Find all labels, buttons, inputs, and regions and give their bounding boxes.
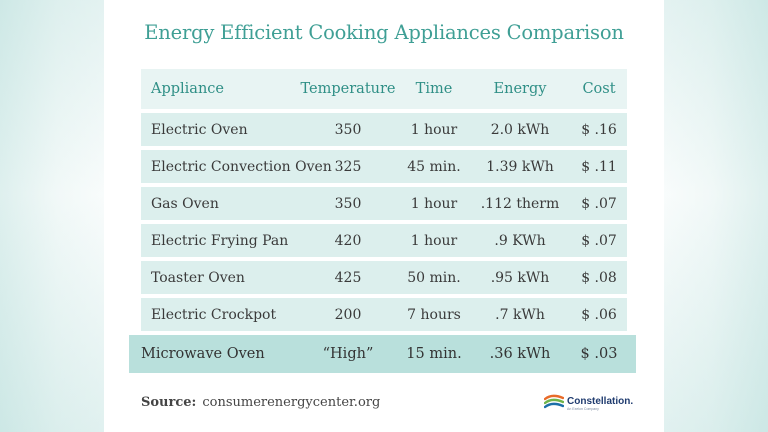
table-row: Electric Crockpot 200 7 hours .7 kWh $ .… (141, 298, 627, 331)
left-background-panel (0, 0, 104, 432)
table-row-highlighted: Microwave Oven “High” 15 min. .36 kWh $ … (129, 335, 636, 373)
cell-energy: .36 kWh (489, 346, 551, 362)
cell-time: 7 hours (407, 306, 461, 323)
cell-cost: $ .11 (581, 158, 617, 175)
cell-appliance: Electric Convection Oven (151, 158, 332, 175)
table-row: Toaster Oven 425 50 min. .95 kWh $ .08 (141, 261, 627, 294)
cell-cost: $ .08 (581, 269, 617, 286)
cell-appliance: Gas Oven (151, 195, 219, 212)
logo-wordmark: Constellation. (567, 396, 634, 407)
cell-energy: .95 kWh (490, 269, 550, 286)
cell-temperature: 350 (334, 195, 362, 212)
cell-temperature: 420 (334, 232, 362, 249)
table-row: Gas Oven 350 1 hour .112 therm $ .07 (141, 187, 627, 220)
cell-temperature: 200 (334, 306, 362, 323)
source-text: consumerenergycenter.org (202, 395, 381, 410)
cell-temperature: “High” (322, 346, 374, 362)
cell-time: 15 min. (406, 346, 462, 362)
table-header-row: Appliance Temperature Time Energy Cost (141, 69, 627, 109)
cell-appliance: Electric Frying Pan (151, 232, 289, 249)
cell-appliance: Electric Oven (151, 121, 248, 138)
cell-cost: $ .07 (581, 232, 617, 249)
cell-appliance: Electric Crockpot (151, 306, 277, 323)
cell-energy: 2.0 kWh (490, 121, 550, 138)
cell-energy: .7 kWh (495, 306, 545, 323)
cell-appliance: Toaster Oven (151, 269, 245, 286)
cell-appliance: Microwave Oven (141, 346, 265, 362)
cell-cost: $ .07 (581, 195, 617, 212)
header-temperature: Temperature (300, 81, 396, 97)
cell-energy: .9 KWh (494, 232, 546, 249)
cell-cost: $ .16 (581, 121, 617, 138)
source-citation: Source: consumerenergycenter.org (141, 395, 380, 410)
header-time: Time (415, 81, 453, 97)
cell-energy: .112 therm (480, 195, 560, 212)
infographic-card: Energy Efficient Cooking Appliances Comp… (104, 0, 664, 432)
cell-cost: $ .03 (580, 346, 618, 362)
table-row: Electric Oven 350 1 hour 2.0 kWh $ .16 (141, 113, 627, 146)
header-cost: Cost (582, 81, 616, 97)
cell-time: 1 hour (410, 121, 458, 138)
cell-cost: $ .06 (581, 306, 617, 323)
source-label: Source: (141, 395, 197, 410)
cell-time: 50 min. (407, 269, 461, 286)
cell-temperature: 425 (334, 269, 362, 286)
cell-energy: 1.39 kWh (486, 158, 554, 175)
constellation-logo: Constellation. An Exelon Company (544, 390, 644, 414)
header-appliance: Appliance (151, 81, 224, 97)
constellation-logo-icon (544, 394, 564, 409)
page-title: Energy Efficient Cooking Appliances Comp… (144, 21, 624, 44)
comparison-table: Appliance Temperature Time Energy Cost E… (141, 69, 627, 335)
cell-time: 45 min. (407, 158, 461, 175)
logo-tagline: An Exelon Company (567, 407, 599, 411)
cell-time: 1 hour (410, 232, 458, 249)
cell-time: 1 hour (410, 195, 458, 212)
table-row: Electric Frying Pan 420 1 hour .9 KWh $ … (141, 224, 627, 257)
cell-temperature: 325 (334, 158, 362, 175)
header-energy: Energy (493, 81, 547, 97)
right-background-panel (664, 0, 768, 432)
cell-temperature: 350 (334, 121, 362, 138)
table-row: Electric Convection Oven 325 45 min. 1.3… (141, 150, 627, 183)
